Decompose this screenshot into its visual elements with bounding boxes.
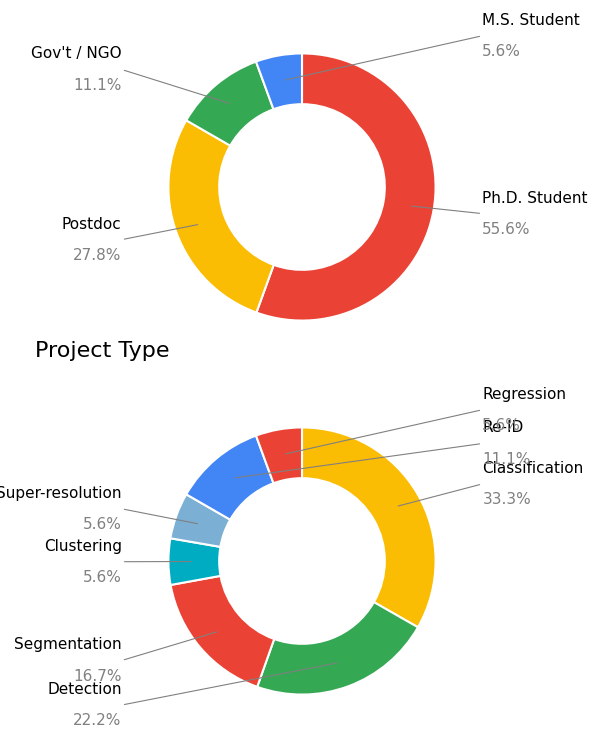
Wedge shape [170, 576, 274, 687]
Text: Gov't / NGO: Gov't / NGO [31, 46, 121, 61]
Text: Regression: Regression [483, 387, 567, 402]
Text: 27.8%: 27.8% [73, 248, 121, 263]
Text: Clustering: Clustering [43, 539, 121, 554]
Text: 5.6%: 5.6% [483, 418, 521, 433]
Wedge shape [302, 427, 435, 628]
Text: 11.1%: 11.1% [483, 452, 531, 467]
Wedge shape [256, 53, 302, 109]
Text: Project Type: Project Type [35, 341, 169, 361]
Wedge shape [170, 494, 230, 547]
Wedge shape [256, 427, 302, 483]
Text: Re-ID: Re-ID [483, 420, 524, 435]
Text: M.S. Student: M.S. Student [483, 13, 580, 28]
Wedge shape [186, 435, 274, 520]
Text: 11.1%: 11.1% [73, 78, 121, 93]
Text: 5.6%: 5.6% [83, 570, 121, 585]
Text: 22.2%: 22.2% [73, 713, 121, 728]
Text: 16.7%: 16.7% [73, 669, 121, 684]
Text: Segmentation: Segmentation [14, 637, 121, 652]
Text: Classification: Classification [483, 461, 583, 476]
Wedge shape [257, 53, 435, 321]
Text: Postdoc: Postdoc [62, 217, 121, 232]
Text: Super-resolution: Super-resolution [0, 485, 121, 500]
Text: 33.3%: 33.3% [483, 492, 531, 507]
Text: 55.6%: 55.6% [483, 221, 531, 236]
Text: 5.6%: 5.6% [83, 517, 121, 532]
Wedge shape [169, 120, 274, 313]
Wedge shape [186, 61, 274, 146]
Text: 5.6%: 5.6% [483, 44, 521, 59]
Text: Ph.D. Student: Ph.D. Student [483, 191, 588, 206]
Wedge shape [257, 602, 418, 695]
Text: Detection: Detection [47, 682, 121, 697]
Wedge shape [169, 539, 220, 585]
